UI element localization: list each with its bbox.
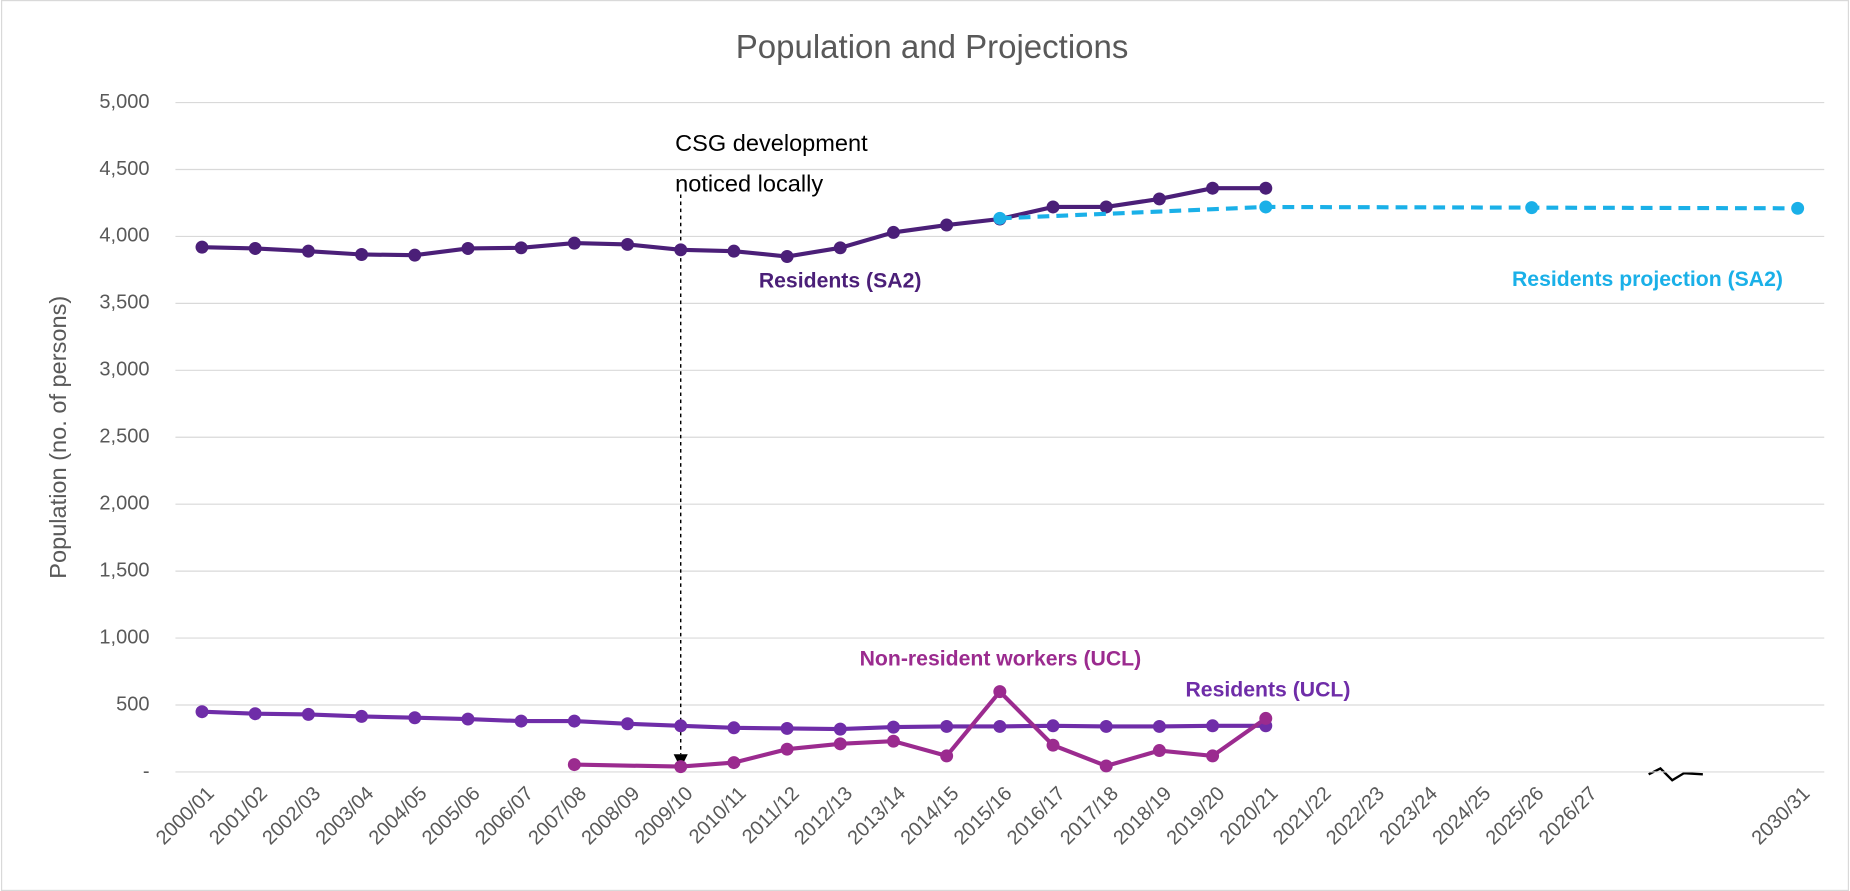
data-point bbox=[514, 241, 528, 255]
y-tick-label: 3,500 bbox=[99, 292, 149, 314]
data-point bbox=[1152, 192, 1166, 206]
y-axis-label: Population (no. of persons) bbox=[45, 296, 71, 579]
data-point bbox=[727, 721, 741, 735]
data-point bbox=[940, 719, 954, 733]
data-point bbox=[567, 236, 581, 250]
y-tick-label: 2,000 bbox=[99, 492, 149, 514]
y-tick-label: 5,000 bbox=[99, 91, 149, 113]
data-point bbox=[727, 756, 741, 770]
y-tick-label: 1,500 bbox=[99, 559, 149, 581]
y-tick-label: 3,000 bbox=[99, 359, 149, 381]
data-point bbox=[514, 714, 528, 728]
data-point bbox=[833, 737, 847, 751]
data-point bbox=[1099, 759, 1113, 773]
data-point bbox=[1099, 719, 1113, 733]
series-label: Residents (SA2) bbox=[759, 269, 922, 292]
data-point bbox=[355, 248, 369, 261]
series-label: Residents (UCL) bbox=[1185, 678, 1350, 701]
series-label: Residents projection (SA2) bbox=[1512, 268, 1783, 291]
chart-title: Population and Projections bbox=[736, 28, 1129, 65]
data-point bbox=[301, 244, 315, 258]
data-point bbox=[248, 707, 262, 721]
data-point bbox=[940, 218, 954, 232]
data-point bbox=[621, 237, 635, 251]
data-point bbox=[301, 707, 315, 721]
y-tick-label: 4,500 bbox=[99, 158, 149, 180]
data-point bbox=[195, 705, 209, 719]
data-point bbox=[780, 742, 794, 756]
data-point bbox=[780, 250, 794, 263]
series-label: Non-resident workers (UCL) bbox=[860, 648, 1142, 671]
y-tick-label: 1,000 bbox=[99, 626, 149, 648]
data-point bbox=[674, 243, 688, 257]
data-point bbox=[1206, 749, 1220, 763]
annotation-text: noticed locally bbox=[675, 170, 823, 196]
data-point bbox=[886, 225, 900, 239]
y-tick-label: 2,500 bbox=[99, 426, 149, 448]
data-point bbox=[993, 685, 1007, 699]
data-point bbox=[1046, 738, 1060, 752]
data-point bbox=[833, 722, 847, 736]
data-point bbox=[1206, 181, 1220, 195]
data-point bbox=[1046, 719, 1060, 733]
data-point bbox=[355, 709, 369, 723]
y-tick-label: 500 bbox=[116, 693, 149, 715]
data-point bbox=[833, 241, 847, 255]
data-point bbox=[1791, 201, 1805, 215]
data-point bbox=[1259, 181, 1273, 195]
data-point bbox=[674, 719, 688, 733]
data-point bbox=[408, 711, 422, 725]
data-point bbox=[461, 241, 475, 255]
data-point bbox=[1152, 744, 1166, 758]
data-point bbox=[1099, 200, 1113, 214]
axis-break bbox=[1648, 766, 1703, 782]
data-point bbox=[1206, 719, 1220, 733]
data-point bbox=[1259, 711, 1273, 725]
data-point bbox=[780, 721, 794, 735]
data-point bbox=[674, 760, 688, 774]
data-point bbox=[567, 714, 581, 728]
data-point bbox=[1152, 719, 1166, 733]
data-point bbox=[940, 749, 954, 763]
data-point bbox=[1525, 201, 1539, 215]
data-point bbox=[461, 712, 475, 726]
series-line bbox=[999, 204, 1798, 221]
data-point bbox=[1046, 200, 1060, 214]
data-point bbox=[993, 719, 1007, 733]
annotation-text: CSG development bbox=[675, 130, 868, 156]
data-point bbox=[248, 241, 262, 255]
data-point bbox=[886, 720, 900, 734]
y-tick-label: 4,000 bbox=[99, 225, 149, 247]
data-point bbox=[1259, 200, 1273, 214]
data-point bbox=[727, 244, 741, 258]
y-tick-label: - bbox=[143, 760, 150, 782]
data-point bbox=[886, 734, 900, 748]
data-point bbox=[567, 758, 581, 772]
data-point bbox=[621, 717, 635, 731]
data-point bbox=[408, 248, 422, 262]
data-point bbox=[195, 240, 209, 254]
data-point bbox=[993, 211, 1007, 225]
